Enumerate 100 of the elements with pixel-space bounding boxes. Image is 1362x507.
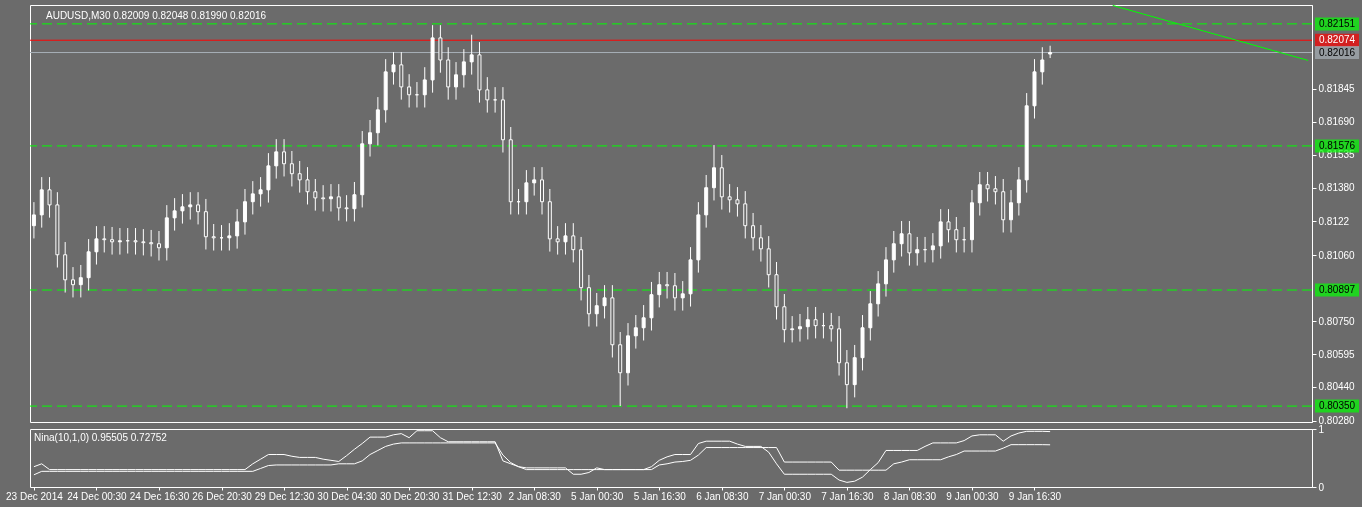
candlestick [751, 212, 756, 252]
candlestick [711, 144, 716, 201]
ref-line-label: 0.81576 [1318, 139, 1356, 151]
y-tick-label: 0.81690 [1318, 116, 1356, 128]
y-tick-label: 0.8122 [1318, 215, 1350, 227]
candlestick [532, 166, 537, 197]
candlestick [375, 96, 380, 146]
candlestick [891, 230, 896, 274]
candlestick [461, 48, 466, 89]
candlestick [180, 193, 185, 225]
candlestick [993, 175, 998, 205]
chart-title: AUDUSD,M30 0.82009 0.82048 0.81990 0.82016 [46, 9, 267, 21]
candlestick [1048, 45, 1053, 59]
candlestick [797, 313, 802, 343]
x-tick-label: 30 Dec 20:30 [379, 490, 440, 502]
x-tick-label: 24 Dec 16:30 [129, 490, 190, 502]
chart-title: Nina(10,1,0) 0.95505 0.72752 [34, 432, 168, 443]
candlestick [938, 208, 943, 260]
x-tick-label: 6 Jan 08:30 [696, 490, 749, 502]
candlestick [540, 166, 545, 215]
candlestick [571, 222, 576, 263]
candlestick [985, 171, 990, 203]
x-tick-label: 5 Jan 00:30 [571, 490, 624, 502]
candlestick [289, 150, 294, 187]
candlestick [680, 280, 685, 312]
candlestick [524, 169, 529, 215]
candlestick [78, 264, 83, 298]
candlestick [352, 181, 357, 222]
candlestick [258, 176, 263, 208]
candlestick [594, 292, 599, 327]
ref-line-label: 0.82074 [1318, 34, 1356, 46]
candlestick [915, 236, 920, 267]
candlestick [305, 166, 310, 205]
candlestick [946, 208, 951, 243]
candlestick [94, 225, 99, 266]
candlestick [235, 208, 240, 250]
candlestick [563, 222, 568, 256]
y-tick-label: 0.81535 [1318, 149, 1356, 161]
candlestick [954, 216, 959, 253]
candlestick [876, 270, 881, 318]
candlestick [1009, 189, 1014, 233]
candlestick [735, 186, 740, 218]
candlestick [282, 138, 287, 177]
candlestick [1040, 46, 1045, 86]
candlestick [110, 226, 115, 256]
candlestick [172, 197, 177, 232]
candlestick [555, 225, 560, 256]
candlestick [250, 180, 255, 215]
candlestick [438, 24, 443, 74]
candlestick [70, 266, 75, 298]
candlestick [313, 178, 318, 212]
candlestick [649, 281, 654, 332]
candlestick [102, 225, 107, 253]
candlestick [336, 183, 341, 222]
candlestick [743, 190, 748, 239]
candlestick [227, 222, 232, 252]
candlestick [211, 223, 216, 252]
y-tick-label: 0.80440 [1318, 381, 1356, 393]
x-tick-label: 30 Dec 04:30 [317, 490, 378, 502]
x-tick-label: 7 Jan 16:30 [821, 490, 874, 502]
candlestick [485, 76, 490, 114]
candlestick [454, 61, 459, 101]
x-tick-label: 2 Jan 08:30 [508, 490, 562, 502]
candlestick [805, 306, 810, 340]
candlestick [899, 220, 904, 257]
candlestick [665, 271, 670, 299]
candlestick [242, 188, 247, 236]
candlestick [133, 227, 138, 256]
ref-line-label: 0.82151 [1318, 17, 1356, 29]
candlestick [149, 229, 154, 257]
candlestick [407, 73, 412, 108]
candlestick [1016, 166, 1021, 217]
candlestick [156, 230, 161, 262]
candlestick [868, 290, 873, 342]
x-tick-label: 7 Jan 00:30 [758, 490, 812, 502]
candlestick [782, 293, 787, 343]
candlestick [977, 171, 982, 217]
x-tick-label: 9 Jan 16:30 [1008, 490, 1062, 502]
candlestick [813, 306, 818, 339]
candlestick [321, 184, 326, 212]
x-tick-label: 24 Dec 00:30 [67, 490, 128, 502]
ref-line-label: 0.80897 [1318, 284, 1356, 295]
candlestick [196, 191, 201, 225]
candlestick [641, 304, 646, 342]
ref-line-label: 0.82016 [1318, 46, 1356, 58]
candlestick [297, 160, 302, 194]
x-tick-label: 31 Dec 12:30 [442, 490, 503, 502]
y-tick-label: 0 [1318, 481, 1325, 493]
ref-line-label: 0.80350 [1318, 400, 1356, 412]
candlestick [188, 191, 193, 221]
candlestick [469, 34, 474, 76]
x-tick-label: 8 Jan 08:30 [883, 490, 937, 502]
candlestick [274, 138, 279, 180]
y-tick-label: 0.80595 [1318, 348, 1356, 360]
y-tick-label: 0.81060 [1318, 249, 1356, 261]
x-tick-label: 9 Jan 00:30 [946, 490, 1000, 502]
candlestick [493, 86, 498, 114]
candlestick [883, 246, 888, 298]
candlestick [829, 312, 834, 343]
candlestick [602, 284, 607, 319]
